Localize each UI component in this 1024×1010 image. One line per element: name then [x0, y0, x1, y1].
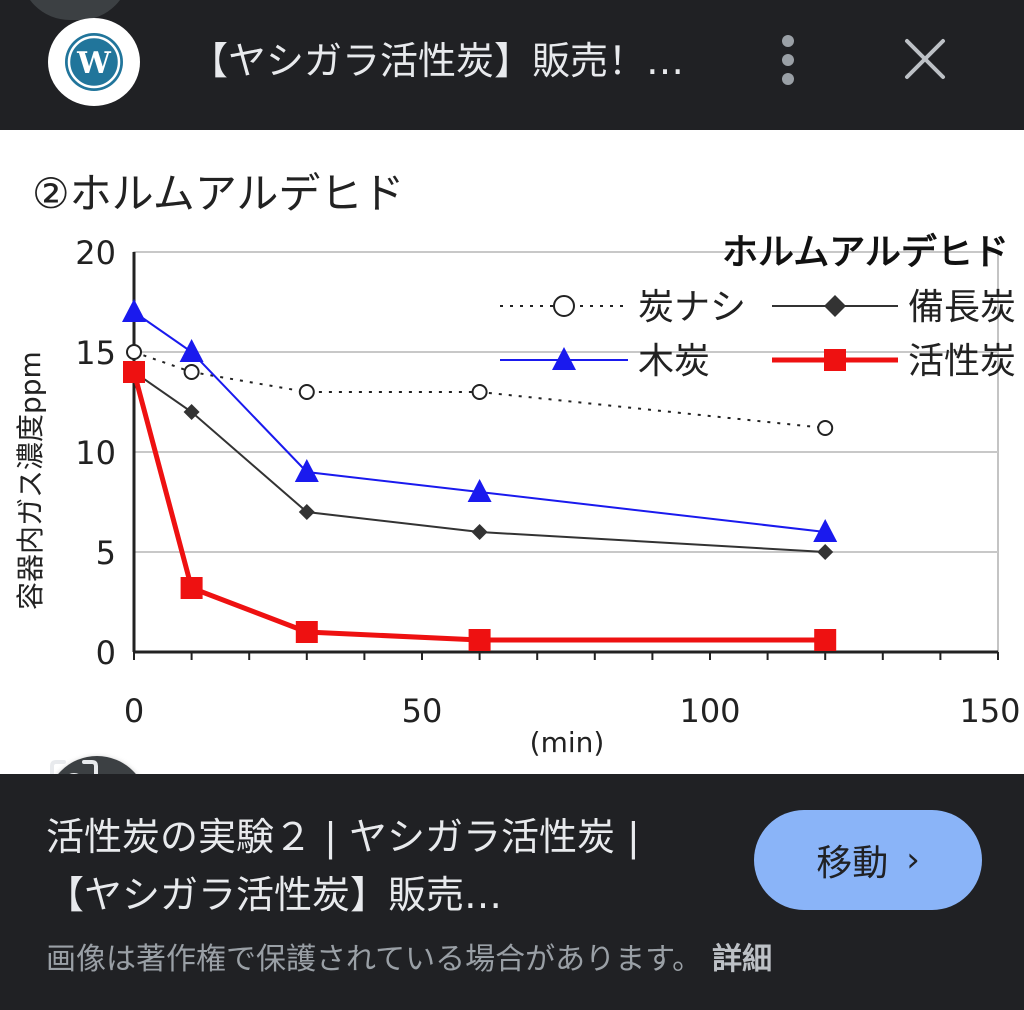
data-point-no-charcoal [183, 364, 200, 380]
close-icon[interactable] [892, 26, 958, 92]
data-point-no-charcoal [817, 420, 834, 436]
svg-text:W: W [76, 46, 112, 81]
legend-label-no-charcoal: 炭ナシ [638, 287, 746, 328]
y-tick-label: 20 [75, 234, 116, 272]
data-point-charcoal [813, 519, 838, 542]
y-tick-label: 5 [96, 534, 116, 572]
visit-button-label: 移動 [816, 843, 889, 884]
y-axis-label: 容器内ガス濃度ppm [14, 351, 47, 610]
x-tick-label: 150 [959, 692, 1020, 730]
data-point-no-charcoal [298, 384, 315, 400]
x-axis-label: (min) [530, 726, 605, 759]
legend-label-activated-carbon: 活性炭 [908, 341, 1016, 382]
details-link[interactable]: 詳細 [712, 942, 773, 977]
wordpress-icon[interactable]: W [48, 18, 140, 106]
x-tick-label: 50 [402, 692, 443, 730]
preview-image[interactable]: ②ホルムアルデヒド 0 5 10 15 20 0 50 100 150 ホルムアルデヒド炭ナシ 備… [0, 130, 1024, 774]
top-bar: W 【ヤシガラ活性炭】販売！… [0, 0, 1024, 130]
legend-marker-charcoal [552, 347, 576, 370]
chevron-right-icon: › [906, 840, 920, 880]
data-point-no-charcoal [471, 384, 488, 400]
y-tick-label: 15 [75, 334, 116, 372]
data-point-no-charcoal [126, 344, 142, 360]
series-line-no-charcoal [133, 351, 826, 429]
page-title: 【ヤシガラ活性炭】販売！… [190, 39, 685, 83]
legend-marker-binchotan [824, 295, 846, 317]
data-point-binchotan [471, 524, 488, 540]
more-vert-icon[interactable] [760, 30, 816, 90]
data-point-charcoal [122, 299, 146, 322]
visit-button[interactable]: 移動 › [754, 810, 982, 910]
data-point-activated-carbon [123, 361, 145, 383]
legend-label-charcoal: 木炭 [638, 341, 710, 382]
data-point-charcoal [294, 459, 319, 482]
data-point-binchotan [298, 504, 315, 520]
legend-label-binchotan: 備長炭 [908, 287, 1016, 328]
y-tick-label: 10 [75, 434, 116, 472]
data-point-charcoal [467, 479, 492, 502]
x-tick-label: 100 [679, 692, 740, 730]
source-badge [20, 0, 130, 20]
data-point-binchotan [183, 404, 200, 420]
y-tick-label: 0 [96, 634, 116, 672]
legend-title: ホルムアルデヒド [722, 231, 1009, 273]
chart-title: ②ホルムアルデヒド [32, 169, 404, 218]
legend-marker-activated-carbon [824, 349, 846, 371]
data-point-activated-carbon [295, 621, 318, 643]
x-tick-label: 0 [124, 692, 144, 730]
legend-marker-no-charcoal [553, 295, 575, 317]
copyright-text: 画像は著作権で保護されている場合があります。 [46, 942, 703, 977]
data-point-activated-carbon [180, 577, 203, 599]
data-point-charcoal [179, 339, 204, 362]
data-point-activated-carbon [814, 629, 837, 651]
copyright-notice: 画像は著作権で保護されている場合があります。 詳細 [46, 936, 1006, 984]
data-point-binchotan [817, 544, 834, 560]
data-point-activated-carbon [468, 629, 491, 651]
result-title[interactable]: 活性炭の実験２ | ヤシガラ活性炭 | 【ヤシガラ活性炭】販売… [46, 815, 640, 917]
